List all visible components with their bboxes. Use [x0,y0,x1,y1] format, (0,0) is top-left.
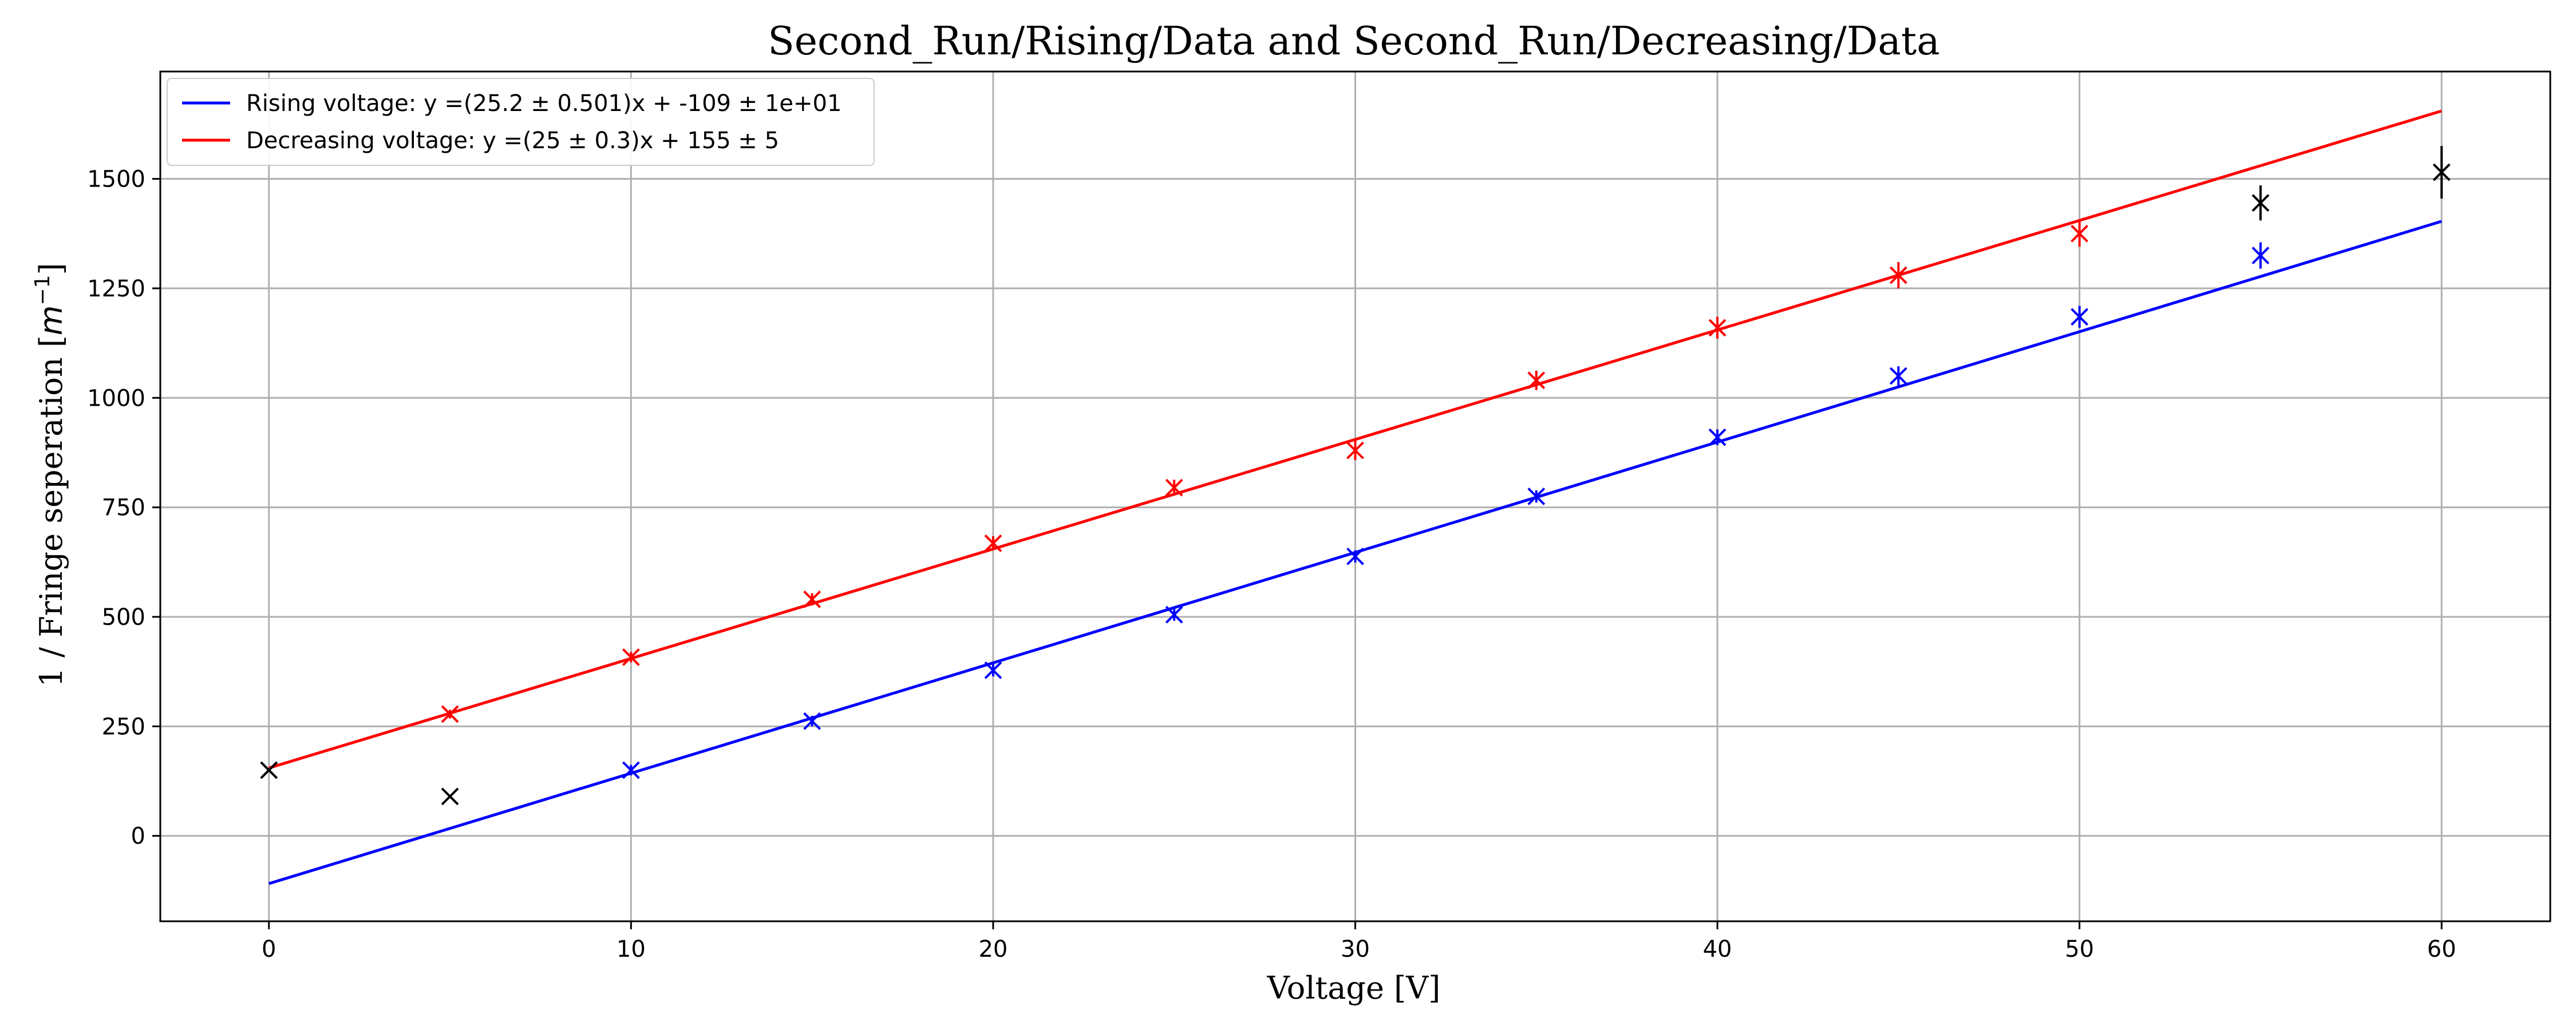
data-point [1708,428,1726,446]
x-axis-label: Voltage [V] [1267,970,1441,1006]
point-marker-stroke [2251,247,2270,264]
data-point [2251,185,2270,221]
data-point [1708,316,1726,339]
data-point [1165,478,1183,497]
point-marker-stroke [803,712,821,730]
legend-label-decreasing: Decreasing voltage: y =(25 ± 0.3)x + 155… [246,128,779,154]
grid [160,72,2550,921]
point-marker-stroke [2432,163,2451,181]
data-point [1346,547,1364,565]
y-tick-label: 250 [102,714,145,740]
y-tick-label: 500 [102,604,145,631]
data-point [1527,488,1546,505]
data-point [260,761,278,779]
y-tick-label: 1000 [87,385,145,411]
data-point [2251,242,2270,269]
chart-title: Second_Run/Rising/Data and Second_Run/De… [768,19,1940,64]
point-marker-stroke [2071,308,2089,326]
point-marker-stroke [984,661,1002,679]
y-tick-label: 1500 [87,167,145,193]
data-point [2432,146,2451,199]
point-marker-stroke [1346,441,1364,459]
y-tick-label: 0 [131,823,145,850]
x-tick-label: 20 [978,936,1008,962]
data-point [1889,262,1907,288]
data-point [984,661,1002,679]
data-point [441,705,459,723]
x-tick-label: 50 [2065,936,2094,962]
data-point [2071,220,2089,247]
data-point [803,712,821,730]
data-points [260,146,2451,806]
y-axis-label-close: ] [33,263,69,275]
data-point [1889,366,1907,386]
point-marker-stroke [803,590,821,608]
x-tick-label: 30 [1341,936,1370,962]
point-marker-stroke [1346,547,1364,565]
point-marker-stroke [441,705,459,723]
legend: Rising voltage: y =(25.2 ± 0.501)x + -10… [167,78,875,166]
point-marker-stroke [2251,194,2270,212]
point-marker-stroke [1165,605,1183,624]
data-point [622,761,640,779]
data-point [622,648,640,666]
y-axis-label-exponent: −1 [31,275,54,305]
point-marker-stroke [1527,488,1546,505]
point-marker-stroke [1889,367,1907,385]
data-point [1165,605,1183,624]
y-axis-label-text: 1 / Fringe seperation [ [33,335,69,687]
x-tick-label: 60 [2427,936,2456,962]
x-tick-label: 10 [617,936,646,962]
point-marker-stroke [984,534,1002,552]
axis-ticks: 0 10 20 30 40 50 60 0 250 500 750 1000 1250 1500 [87,167,2456,962]
point-marker-stroke [1708,428,1726,446]
data-point [1527,370,1546,390]
point-marker-stroke [622,648,640,666]
point-marker-stroke [1527,371,1546,390]
data-point [803,590,821,608]
point-marker-stroke [2071,224,2089,243]
x-tick-label: 40 [1703,936,1732,962]
y-tick-label: 1250 [87,276,145,302]
y-tick-label: 750 [102,495,145,521]
data-point [2071,306,2089,328]
point-marker-stroke [1889,266,1907,284]
y-axis-label: 1 / Fringe seperation [m−1] [31,263,69,687]
data-point [441,787,459,806]
legend-label-rising: Rising voltage: y =(25.2 ± 0.501)x + -10… [246,90,841,117]
legend-box [167,78,875,166]
point-marker-stroke [622,761,640,779]
y-axis-label-unit: m [33,305,69,335]
x-tick-label: 0 [262,936,276,962]
data-point [984,534,1002,552]
point-marker-stroke [441,787,459,806]
data-point [1346,441,1364,460]
point-marker-stroke [1708,319,1726,337]
point-marker-stroke [260,761,278,779]
point-marker-stroke [1165,478,1183,497]
